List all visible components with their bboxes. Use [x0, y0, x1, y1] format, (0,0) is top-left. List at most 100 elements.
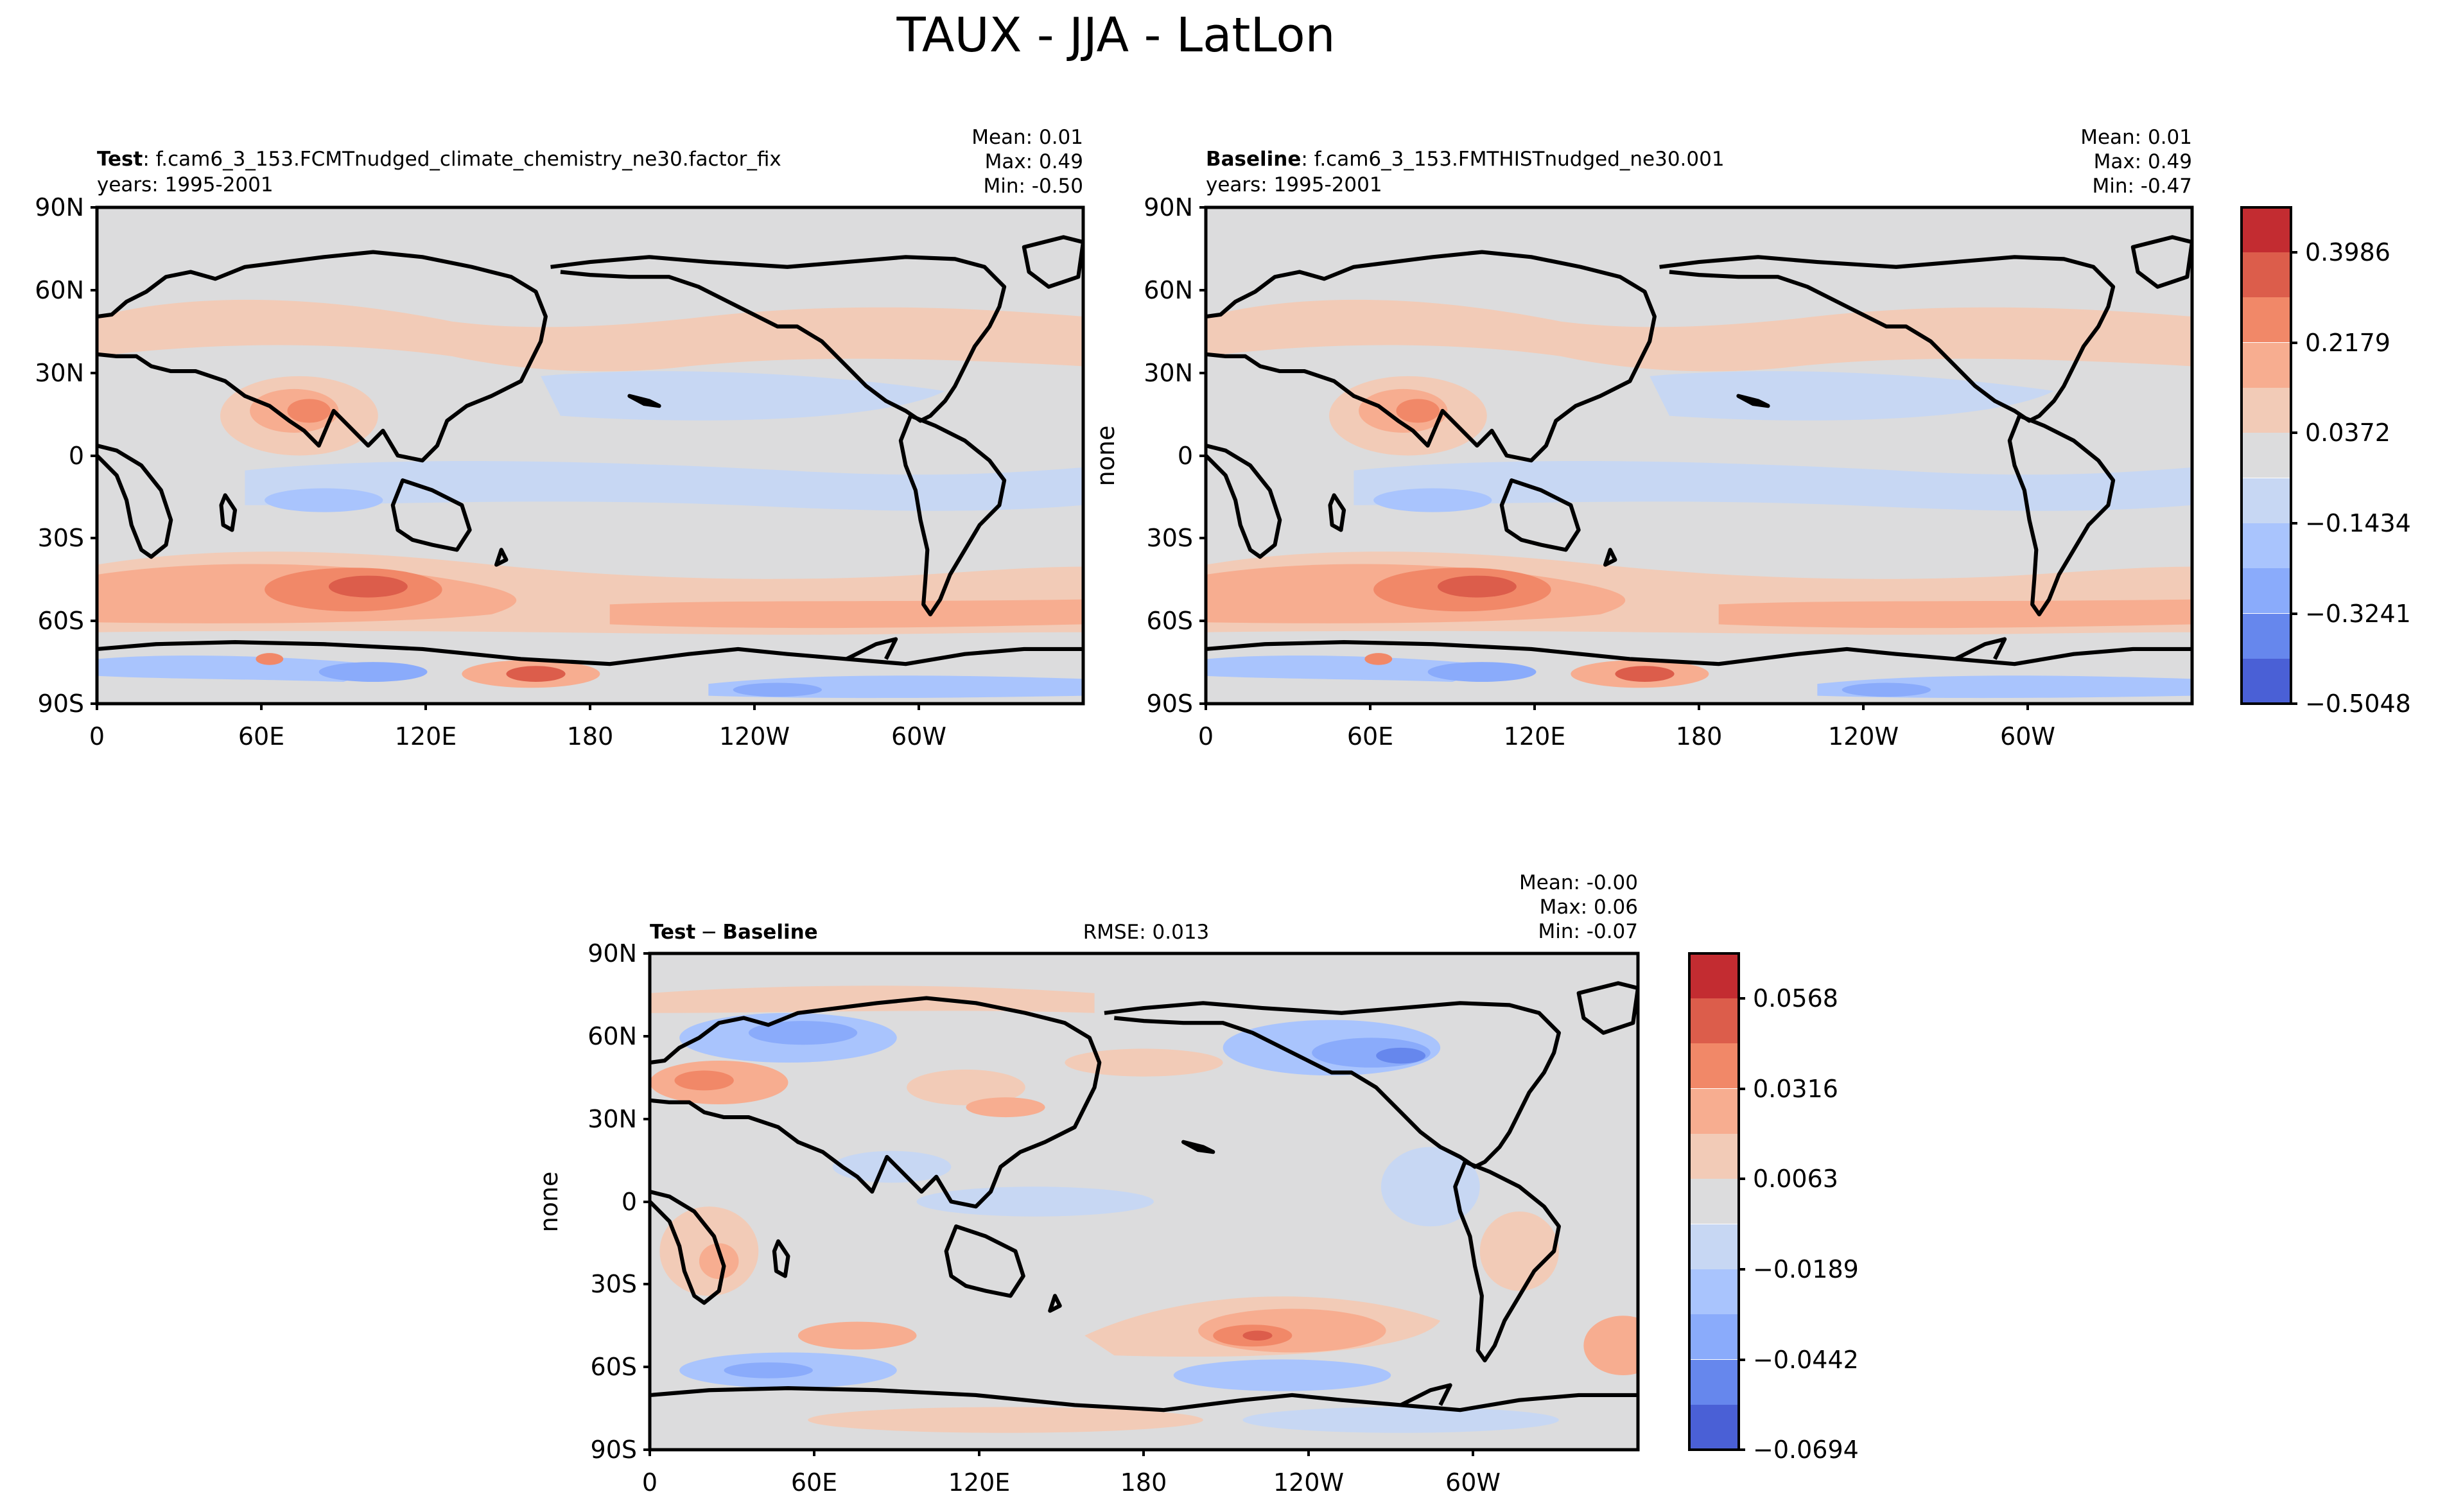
test-lat-ticks: 90N 60N 30N 0 30S 60S 90S	[35, 193, 97, 718]
diff-lat-label: 30S	[591, 1270, 637, 1298]
diff-colorbar: 0.0568 0.0316 0.0063 −0.0189 −0.0442 −0.…	[1688, 952, 1859, 1464]
test-lon-label: 120E	[395, 722, 457, 751]
diff-colorbar-tick: 0.0316	[1753, 1075, 1838, 1103]
diff-colorbar-level	[1689, 1043, 1739, 1088]
baseline-lon-label: 0	[1198, 722, 1214, 751]
diff-lat-label: 60S	[591, 1353, 637, 1381]
test-lon-label: 60W	[891, 722, 946, 751]
test-lon-label: 120W	[719, 722, 790, 751]
top-colorbar-level	[2242, 568, 2291, 613]
diff-colorbar-level	[1689, 1179, 1739, 1224]
diff-lon-label: 60W	[1445, 1468, 1501, 1497]
figure-title: TAUX - JJA - LatLon	[896, 8, 1335, 63]
baseline-lat-label: 90S	[1147, 690, 1193, 718]
baseline-lon-label: 60E	[1347, 722, 1393, 751]
diff-panel-minus: −	[701, 921, 717, 944]
baseline-ylabel: none	[1092, 426, 1120, 487]
baseline-lon-label: 120E	[1504, 722, 1566, 751]
top-colorbar-tick: 0.3986	[2305, 238, 2390, 266]
baseline-lat-label: 30S	[1147, 524, 1193, 552]
diff-lat-label: 0	[622, 1188, 637, 1216]
diff-colorbar-level	[1689, 1269, 1739, 1314]
diff-colorbar-level	[1689, 1089, 1739, 1134]
diff-colorbar-level	[1689, 1314, 1739, 1359]
baseline-panel-mean: Mean: 0.01	[2080, 126, 2192, 149]
test-panel: Test: f.cam6_3_153.FCMTnudged_climate_ch…	[35, 126, 1085, 751]
top-colorbar-level	[2242, 659, 2291, 704]
top-colorbar-level	[2242, 388, 2291, 433]
top-colorbar-tick: 0.2179	[2305, 329, 2390, 357]
diff-lat-ticks: 90N 60N 30N 0 30S 60S 90S	[588, 939, 650, 1464]
baseline-panel: Baseline: f.cam6_3_153.FMTHISTnudged_ne3…	[1092, 126, 2194, 751]
top-colorbar: 0.3986 0.2179 0.0372 −0.1434 −0.3241 −0.…	[2240, 206, 2411, 718]
diff-colorbar-level	[1689, 1224, 1739, 1269]
diff-colorbar-level	[1689, 1405, 1739, 1450]
diff-lon-label: 60E	[791, 1468, 837, 1497]
test-panel-name: Test	[97, 148, 143, 171]
diff-lat-label: 90N	[588, 939, 637, 968]
top-colorbar-level	[2242, 614, 2291, 659]
top-colorbar-tick: −0.1434	[2305, 509, 2411, 537]
test-map	[97, 207, 1083, 704]
top-colorbar-tick: 0.0372	[2305, 419, 2390, 447]
diff-panel-min: Min: -0.07	[1538, 920, 1638, 943]
test-lon-ticks: 0 60E 120E 180 120W 60W	[89, 704, 946, 751]
baseline-panel-years: years: 1995-2001	[1206, 173, 1382, 196]
baseline-panel-case: : f.cam6_3_153.FMTHISTnudged_ne30.001	[1301, 148, 1724, 171]
diff-lon-label: 180	[1120, 1468, 1167, 1497]
top-colorbar-level	[2242, 433, 2291, 478]
diff-colorbar-frame	[1688, 952, 1740, 1451]
top-colorbar-level	[2242, 343, 2291, 388]
baseline-panel-name: Baseline	[1206, 148, 1301, 171]
test-lon-label: 0	[89, 722, 105, 751]
test-panel-header: Test: f.cam6_3_153.FCMTnudged_climate_ch…	[97, 148, 781, 171]
top-colorbar-level	[2242, 478, 2291, 523]
baseline-lon-label: 120W	[1828, 722, 1899, 751]
test-panel-min: Min: -0.50	[983, 175, 1083, 198]
diff-colorbar-level	[1689, 953, 1739, 998]
top-colorbar-tick: −0.5048	[2305, 690, 2411, 718]
diff-colorbar-tick: −0.0694	[1753, 1436, 1859, 1464]
diff-panel-header: Test − Baseline	[650, 921, 818, 944]
test-panel-mean: Mean: 0.01	[971, 126, 1083, 149]
diff-panel-rmse: RMSE: 0.013	[1083, 921, 1210, 944]
diff-panel-mean: Mean: -0.00	[1519, 871, 1638, 894]
diff-colorbar-level	[1689, 1134, 1739, 1179]
top-colorbar-level	[2242, 207, 2291, 252]
test-panel-years: years: 1995-2001	[97, 173, 274, 196]
diff-lat-label: 90S	[591, 1436, 637, 1464]
baseline-panel-min: Min: -0.47	[2092, 175, 2192, 198]
test-panel-max: Max: 0.49	[985, 150, 1083, 173]
test-panel-case: : f.cam6_3_153.FCMTnudged_climate_chemis…	[143, 148, 781, 171]
test-lat-label: 0	[69, 442, 84, 470]
diff-colorbar-level	[1689, 998, 1739, 1043]
top-colorbar-level	[2242, 523, 2291, 568]
diff-ylabel: none	[535, 1172, 563, 1233]
test-lon-label: 180	[567, 722, 614, 751]
test-lat-label: 30N	[35, 359, 84, 387]
baseline-lat-label: 30N	[1144, 359, 1193, 387]
diff-lon-label: 0	[642, 1468, 657, 1497]
baseline-lat-label: 60S	[1147, 607, 1193, 635]
baseline-lat-label: 90N	[1144, 193, 1193, 222]
test-lat-label: 60S	[38, 607, 84, 635]
diff-panel-name-test: Test	[650, 921, 696, 944]
top-colorbar-level	[2242, 297, 2291, 342]
baseline-lon-ticks: 0 60E 120E 180 120W 60W	[1198, 704, 2055, 751]
test-lat-label: 30S	[38, 524, 84, 552]
diff-lat-label: 60N	[588, 1022, 637, 1050]
test-lat-label: 90N	[35, 193, 84, 222]
diff-lon-ticks: 0 60E 120E 180 120W 60W	[642, 1450, 1501, 1497]
diff-colorbar-tick: −0.0442	[1753, 1346, 1859, 1374]
baseline-lat-ticks: 90N 60N 30N 0 30S 60S 90S	[1144, 193, 1206, 718]
top-colorbar-tick: −0.3241	[2305, 600, 2411, 628]
diff-panel: Test − Baseline RMSE: 0.013 Mean: -0.00 Ma…	[535, 871, 1640, 1497]
baseline-lat-label: 60N	[1144, 276, 1193, 304]
baseline-panel-max: Max: 0.49	[2094, 150, 2192, 173]
diff-panel-max: Max: 0.06	[1540, 896, 1638, 919]
diff-panel-name-baseline: Baseline	[722, 921, 817, 944]
test-lat-label: 90S	[38, 690, 84, 718]
diff-colorbar-tick: 0.0568	[1753, 984, 1838, 1012]
baseline-lat-label: 0	[1178, 442, 1193, 470]
diff-colorbar-tick: −0.0189	[1753, 1255, 1859, 1283]
